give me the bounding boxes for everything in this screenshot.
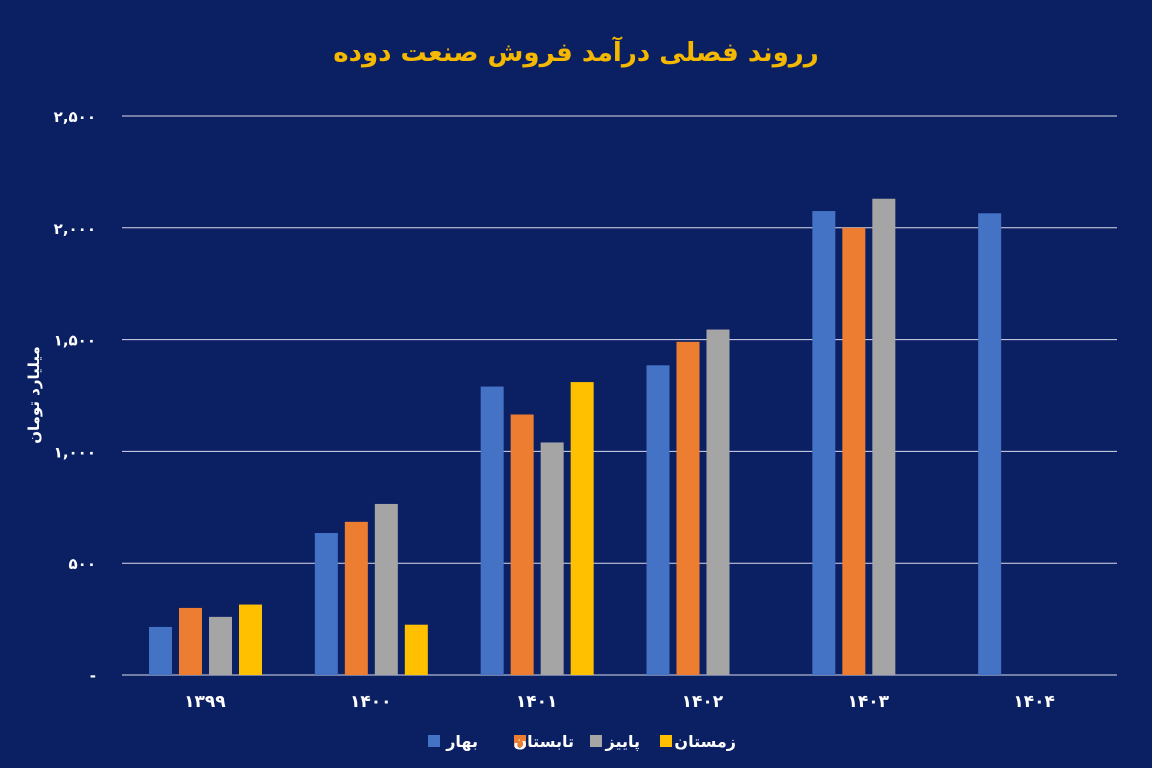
legend-swatch [660, 735, 672, 747]
x-tick-labels: ۱۳۹۹ ۱۴۰۰ ۱۴۰۱ ۱۴۰۲ ۱۴۰۳ ۱۴۰۴ [184, 692, 1055, 712]
bar [872, 198, 896, 675]
bars [149, 198, 1002, 676]
x-tick-label: ۱۳۹۹ [184, 692, 226, 712]
legend-label: بهار [445, 732, 478, 751]
bar [344, 521, 368, 675]
legend: بهار تابستان پاییز زمستان [428, 732, 736, 752]
bar [510, 414, 534, 675]
y-tick-label: ۵۰۰ [69, 555, 96, 573]
legend-swatch [590, 735, 602, 747]
bar [706, 329, 730, 675]
bar [540, 442, 564, 675]
legend-swatch [428, 735, 440, 747]
x-tick-label: ۱۴۰۴ [1013, 692, 1055, 712]
bar [842, 227, 866, 676]
legend-label: تابستان [514, 732, 575, 751]
bar [149, 626, 172, 675]
y-tick-label: ۲,۵۰۰ [54, 108, 96, 126]
x-tick-label: ۱۴۰۱ [516, 692, 558, 712]
bar [480, 386, 504, 675]
bar [239, 604, 262, 675]
x-tick-label: ۱۴۰۲ [682, 692, 724, 712]
bar [179, 607, 202, 675]
bar [646, 365, 670, 675]
y-tick-label: ۱,۰۰۰ [54, 443, 96, 461]
x-tick-label: ۱۴۰۳ [847, 692, 889, 712]
y-tick-label: ۲,۰۰۰ [54, 220, 96, 238]
bar [978, 213, 1002, 676]
bar [676, 341, 700, 675]
y-tick-label: - [90, 667, 96, 685]
bar [812, 211, 836, 675]
bar [314, 533, 338, 675]
legend-label: پاییز [604, 732, 640, 752]
bar [209, 616, 232, 675]
y-axis-label: میلیارد تومان [25, 346, 43, 444]
legend-label: زمستان [674, 732, 736, 751]
legend-swatch [514, 735, 526, 747]
chart-title: رروند فصلی درآمد فروش صنعت دوده [333, 38, 819, 68]
x-tick-label: ۱۴۰۰ [350, 692, 392, 712]
y-tick-label: ۱,۵۰۰ [54, 332, 96, 350]
y-tick-labels: - ۵۰۰ ۱,۰۰۰ ۱,۵۰۰ ۲,۰۰۰ ۲,۵۰۰ [54, 108, 96, 685]
bar [404, 624, 428, 675]
bar [374, 503, 398, 675]
gridlines [122, 115, 1117, 676]
bar [570, 382, 594, 675]
